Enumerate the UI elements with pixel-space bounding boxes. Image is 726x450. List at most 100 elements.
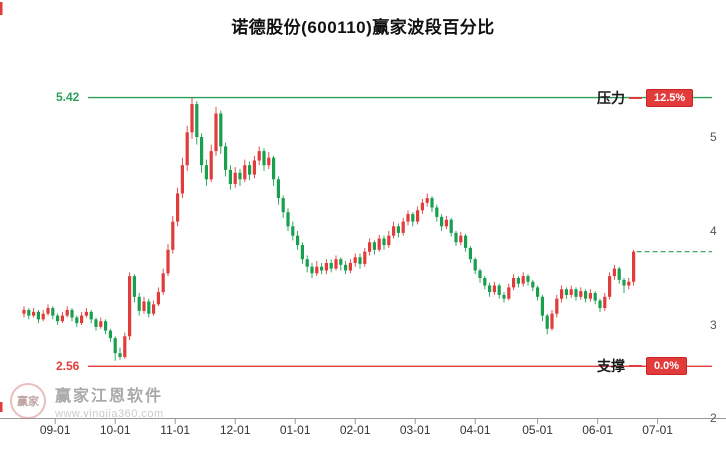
x-axis-label: 12-01 [219,423,251,437]
candle [248,161,252,181]
candle [339,257,343,271]
candle [262,148,266,171]
resistance-connector [629,97,642,99]
candle [459,231,463,246]
y-axis-label: 2 [710,411,717,425]
candle [281,195,285,218]
support-connector [629,365,642,367]
candle [329,259,333,273]
candle [540,294,544,322]
candle [296,231,300,250]
candle [550,309,554,331]
support-price-label: 2.56 [56,359,80,373]
candle [449,217,453,237]
candle [214,106,218,156]
candle [41,309,45,322]
watermark: 赢家 赢家江恩软件 www.yingjia360.com [10,382,164,420]
candle [588,289,592,302]
candle [99,317,103,329]
candle [156,287,160,307]
candle [608,272,612,300]
candle [382,235,386,250]
candle [108,328,112,342]
resistance-badge: 12.5% [646,89,694,107]
candle [286,208,290,231]
candle [593,291,597,305]
support-zone-label: 支撑 [597,358,625,374]
candle [132,274,136,303]
resistance-zone-label: 压力 [597,90,625,106]
candle [348,259,352,274]
candle [56,313,60,325]
resistance-zone-row: 压力 12.5% [597,89,694,107]
candle [579,287,583,300]
support-zone-row: 支撑 0.0% [597,357,688,375]
candle [483,276,487,290]
candle [603,293,607,311]
candle [238,168,242,186]
candle [478,268,482,283]
watermark-brand: 赢家江恩软件 [55,388,164,405]
candle [492,281,496,295]
watermark-site: www.yingjia360.com [55,408,164,420]
candle [142,296,146,314]
candle [372,240,376,255]
candle [315,261,319,277]
candle [473,257,477,275]
candle [128,272,132,341]
x-axis-label: 06-01 [582,423,613,437]
candle [353,253,357,267]
candle [344,261,348,275]
candle [598,298,602,312]
watermark-text: 赢家江恩软件 www.yingjia360.com [55,382,164,420]
candle [272,155,276,186]
candle [243,159,247,183]
candle [334,255,338,271]
candle [444,215,448,230]
candle [324,259,328,275]
candle [440,214,444,231]
candle [632,249,636,286]
candle [147,298,151,318]
candle [411,212,415,227]
candle [564,287,568,299]
candle [32,308,36,318]
candle [84,308,88,318]
candle [46,304,50,316]
candle [94,317,98,331]
candle [190,97,194,139]
x-axis-label: 10-01 [99,423,131,437]
candle [166,244,170,277]
candle [531,279,535,292]
candle [75,315,79,327]
y-axis-label: 3 [710,318,717,332]
candle [468,246,472,263]
candle [497,283,501,299]
candle [507,283,511,301]
resistance-price-label: 5.42 [56,90,80,104]
candle [488,282,492,297]
candle [310,262,314,278]
candle [200,133,204,173]
candle [560,285,564,303]
candle [27,308,31,320]
candle [161,268,165,295]
candle [89,309,93,324]
candle [526,274,530,286]
candle [545,313,549,335]
candle [104,319,108,335]
candle [363,247,367,267]
candle [195,101,199,145]
candle [512,274,516,291]
candle [267,152,271,169]
candle [584,289,588,303]
candle [555,294,559,318]
candle [305,255,309,273]
candle [185,125,189,171]
candle [65,306,69,318]
candle [233,167,237,188]
candle [60,311,64,324]
candle [300,242,304,264]
